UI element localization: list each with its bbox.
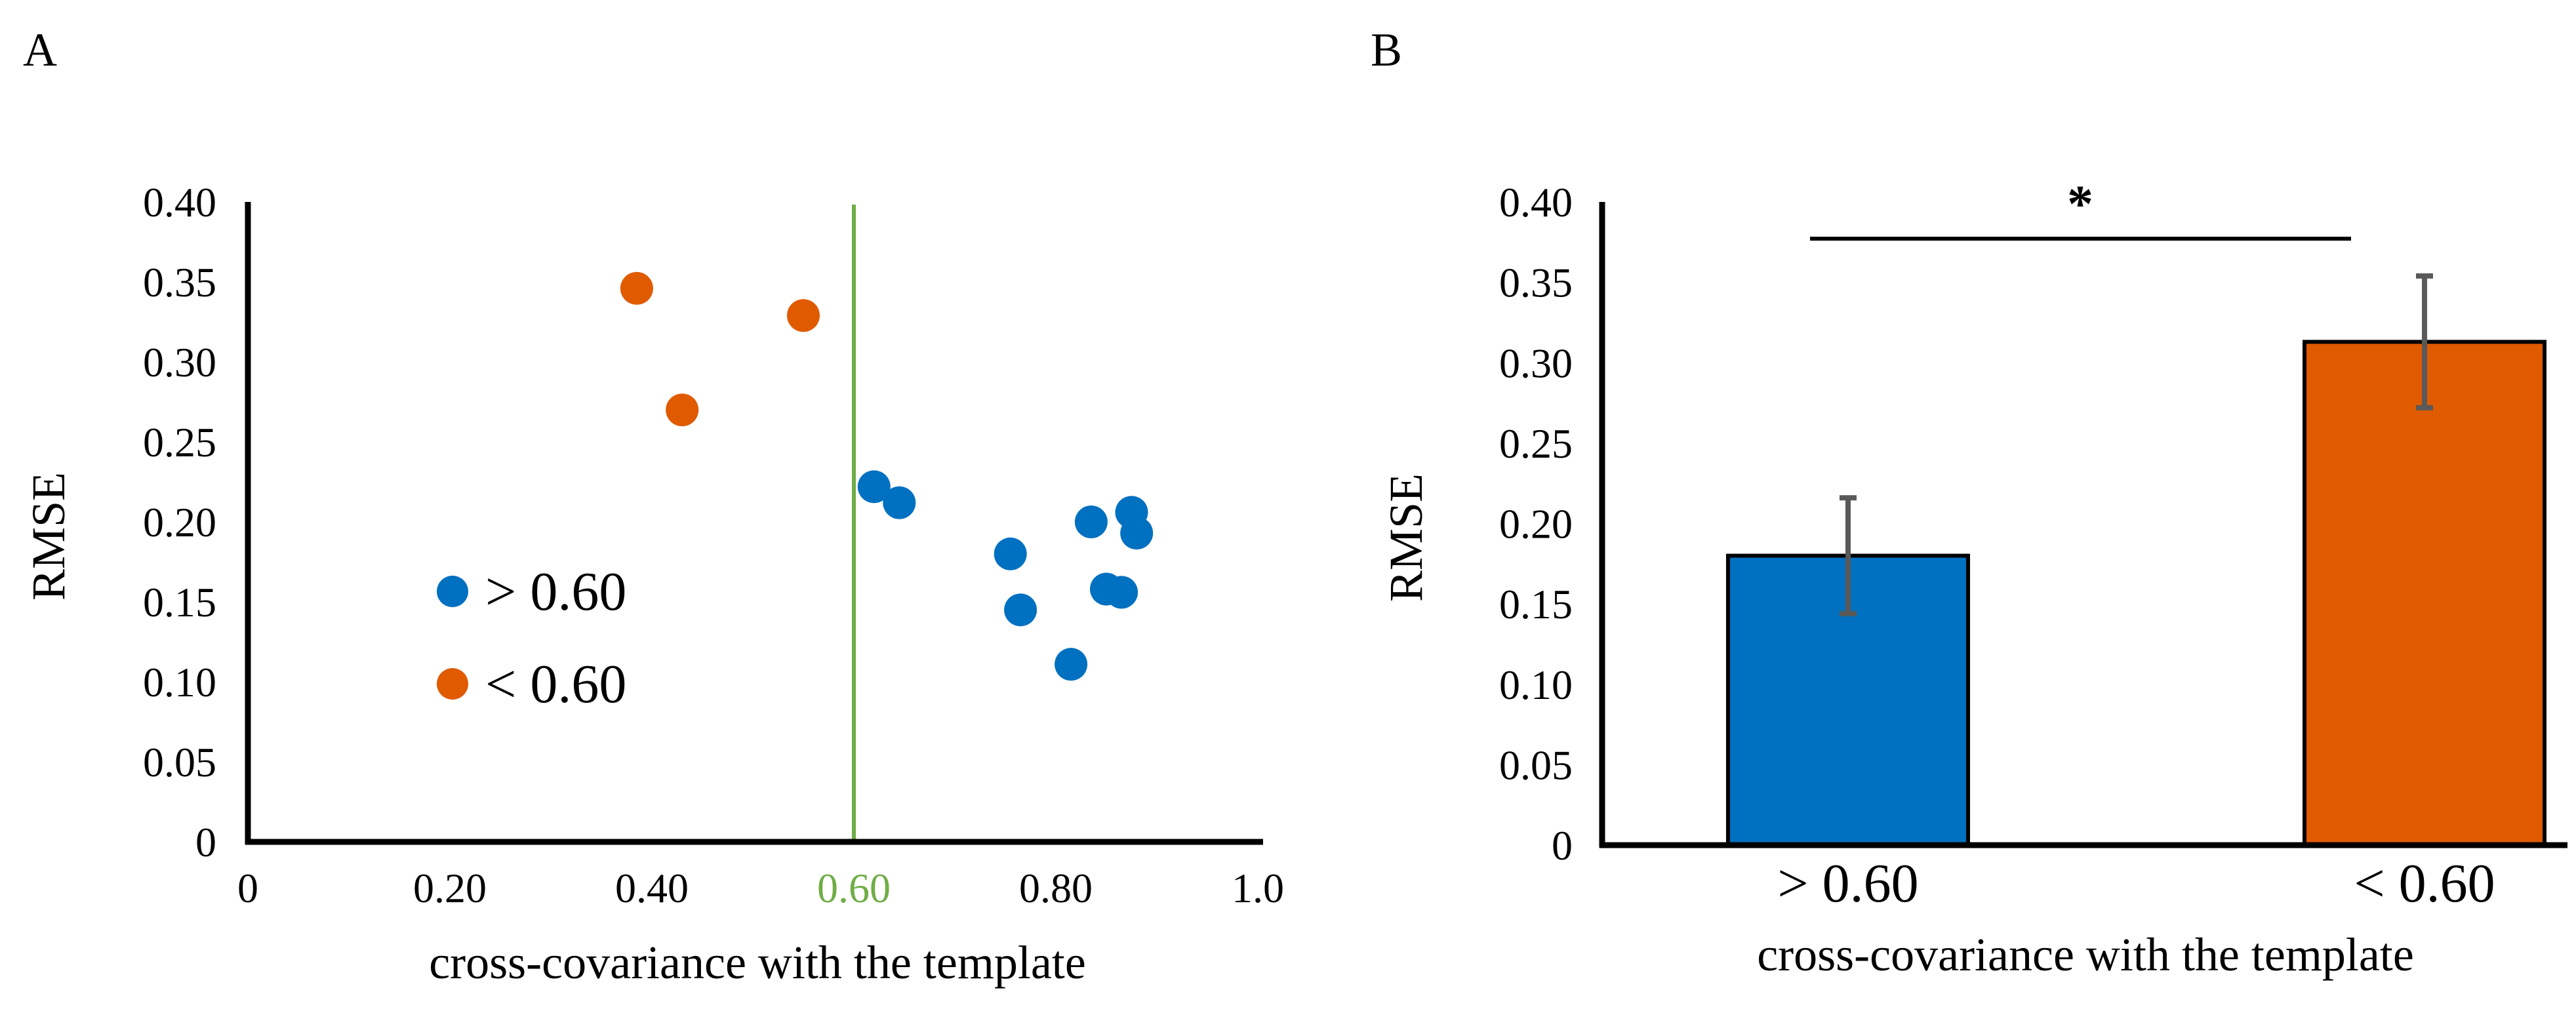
bar <box>2303 340 2546 847</box>
significance-annotation: * <box>1810 176 2351 241</box>
x-axis-title: cross-covariance with the template <box>429 936 1086 989</box>
legend-label-above: > 0.60 <box>485 561 626 622</box>
y-tick-label: 0.15 <box>143 579 216 626</box>
y-tick-label: 0.10 <box>1499 662 1573 708</box>
x-tick-label: < 0.60 <box>2354 853 2495 914</box>
legend-marker-above <box>437 576 468 607</box>
y-tick-label: 0.35 <box>1499 260 1573 306</box>
y-tick-label: 0.10 <box>143 659 216 705</box>
y-tick-label: 0.20 <box>143 499 216 546</box>
significance-star: * <box>2067 176 2093 233</box>
x-tick-label: 1.0 <box>1232 865 1284 911</box>
axes <box>1599 202 2567 848</box>
legend-label-below: < 0.60 <box>485 654 626 715</box>
scatter-point <box>1120 517 1154 550</box>
y-tick-label: 0.30 <box>1499 340 1573 386</box>
panel-b-label: B <box>1371 24 1402 76</box>
error-bars <box>1840 273 2433 616</box>
scatter-point <box>883 486 916 519</box>
y-axis-title: RMSE <box>22 472 75 601</box>
panel-a-scatter-chart: A RMSE cross-covariance with the templat… <box>22 24 1284 989</box>
y-tick-label: 0.15 <box>1499 581 1573 627</box>
y-tick-labels: 0 0.05 0.10 0.15 0.20 0.25 0.30 0.35 0.40 <box>143 179 216 865</box>
x-tick-label: 0.20 <box>413 865 487 911</box>
x-axis-title: cross-covariance with the template <box>1757 928 2414 981</box>
scatter-points <box>620 271 1154 681</box>
y-tick-label: 0.25 <box>1499 420 1573 467</box>
y-tick-label: 0.20 <box>1499 501 1573 547</box>
y-tick-label: 0.30 <box>143 339 216 386</box>
scatter-point <box>857 470 891 504</box>
bars <box>1726 340 2546 847</box>
panel-b-bar-chart: B RMSE cross-covariance with the templat… <box>1371 24 2567 981</box>
x-tick-label: 0 <box>237 865 258 911</box>
legend: > 0.60 < 0.60 <box>437 561 626 715</box>
x-tick-labels: 0 0.20 0.40 0.60 0.80 1.0 <box>237 865 1284 911</box>
y-tick-label: 0.25 <box>143 419 216 466</box>
scatter-point <box>620 271 653 305</box>
scatter-point <box>787 299 820 332</box>
y-tick-label: 0.05 <box>143 739 216 785</box>
y-tick-label: 0.35 <box>143 259 216 306</box>
y-tick-label: 0 <box>1552 822 1573 869</box>
x-tick-label: 0.60 <box>817 865 891 911</box>
panel-a-label: A <box>23 24 57 76</box>
x-tick-label: 0.80 <box>1019 865 1093 911</box>
y-tick-labels: 0 0.05 0.10 0.15 0.20 0.25 0.30 0.35 0.40 <box>1499 179 1573 869</box>
scatter-point <box>1074 506 1108 538</box>
x-tick-label: 0.40 <box>615 865 689 911</box>
scatter-point <box>994 537 1027 570</box>
y-axis-title: RMSE <box>1380 473 1432 602</box>
scatter-point <box>1105 576 1138 609</box>
scatter-point <box>1055 648 1088 681</box>
y-tick-label: 0.05 <box>1499 742 1573 788</box>
scatter-point <box>1004 593 1037 627</box>
y-tick-label: 0 <box>195 819 216 865</box>
scatter-point <box>666 393 699 427</box>
x-tick-label: > 0.60 <box>1777 853 1918 914</box>
y-tick-label: 0.40 <box>1499 179 1573 226</box>
axes <box>245 202 1263 845</box>
x-tick-labels: > 0.60 < 0.60 <box>1777 853 2495 914</box>
y-tick-label: 0.40 <box>143 179 216 226</box>
legend-marker-below <box>437 668 468 700</box>
